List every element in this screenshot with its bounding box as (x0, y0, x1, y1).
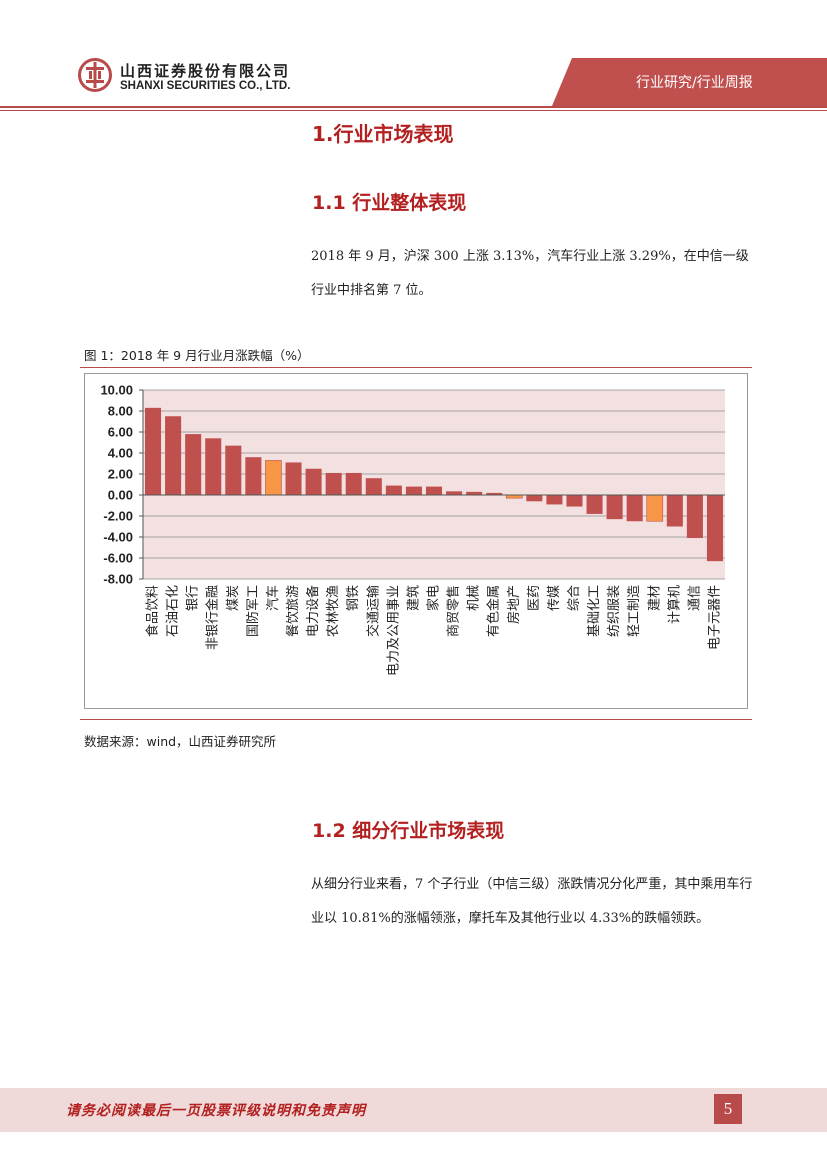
y-tick-label: 10.00 (100, 383, 133, 398)
bar-有色金属 (486, 492, 503, 495)
bar-电子元器件 (706, 495, 723, 562)
y-tick-label: -6.00 (103, 551, 133, 566)
x-tick-label: 汽车 (265, 585, 281, 611)
y-tick-label: -8.00 (103, 572, 133, 587)
bar-家电 (425, 486, 443, 495)
x-tick-label: 银行 (186, 585, 201, 611)
figure-rule-top (80, 367, 752, 368)
shanxi-securities-logo-icon (78, 58, 112, 92)
x-tick-label: 钢铁 (346, 585, 361, 611)
header-rule (0, 106, 827, 108)
bar-传媒 (546, 495, 563, 505)
x-tick-label: 农林牧渔 (326, 585, 341, 637)
bar-煤炭 (225, 445, 242, 495)
bar-交通运输 (365, 478, 382, 495)
x-tick-label: 家电 (426, 585, 442, 611)
bar-建材 (646, 494, 664, 522)
body-paragraph: 从细分行业来看，7 个子行业（中信三级）涨跌情况分化严重，其中乘用车行业以 10… (311, 877, 753, 926)
bar-建筑 (405, 486, 422, 495)
section-title: 1.行业市场表现 (312, 122, 454, 146)
bar-电力设备 (305, 468, 322, 495)
x-tick-label: 石油石化 (166, 585, 181, 637)
x-tick-label: 有色金属 (486, 585, 502, 637)
bar-农林牧渔 (325, 472, 342, 495)
body-paragraph: 2018 年 9 月，沪深 300 上涨 3.13%，汽车行业上涨 3.29%，… (311, 249, 749, 298)
header-band (552, 58, 827, 106)
subsection-title: 1.1 行业整体表现 (312, 192, 467, 214)
page-number: 5 (714, 1094, 742, 1124)
y-tick-label: 2.00 (108, 467, 133, 482)
figure-rule-bottom (80, 719, 752, 720)
x-tick-label: 国防军工 (245, 585, 261, 637)
header-rule-thin (0, 110, 827, 111)
bar-商贸零售 (446, 491, 463, 495)
figure-source: 数据来源：wind，山西证券研究所 (84, 734, 277, 749)
x-tick-label: 餐饮旅游 (285, 585, 301, 637)
company-name-cn: 山西证券股份有限公司 (120, 62, 291, 80)
x-tick-label: 传媒 (547, 585, 562, 611)
x-tick-label: 机械 (467, 585, 482, 611)
chart-frame (84, 373, 748, 709)
y-tick-label: -4.00 (103, 530, 133, 545)
bar-汽车 (265, 460, 282, 496)
bar-餐饮旅游 (285, 462, 302, 495)
x-tick-label: 综合 (567, 585, 582, 611)
report-type-label: 行业研究/行业周报 (636, 75, 753, 91)
bar-国防军工 (245, 457, 262, 495)
x-tick-label: 电力及公用事业 (386, 585, 401, 676)
bar-石油石化 (165, 416, 182, 495)
bar-机械 (466, 491, 483, 495)
x-tick-label: 轻工制造 (627, 585, 642, 637)
x-tick-label: 通信 (687, 585, 702, 611)
footer-band (0, 1088, 827, 1132)
bar-基础化工 (586, 495, 603, 514)
bar-纺织服装 (606, 495, 623, 520)
y-tick-label: 4.00 (108, 446, 133, 461)
x-tick-label: 非银行金融 (205, 585, 221, 650)
x-tick-label: 建筑 (405, 585, 421, 611)
x-tick-label: 纺织服装 (607, 585, 622, 637)
x-tick-label: 建材 (647, 585, 662, 611)
x-tick-label: 商贸零售 (446, 585, 462, 637)
bar-电力及公用事业 (385, 485, 402, 495)
footer-disclaimer: 请务必阅读最后一页股票评级说明和免责声明 (66, 1103, 366, 1119)
bar-非银行金融 (205, 438, 222, 495)
bar-综合 (566, 495, 583, 507)
company-name-en: SHANXI SECURITIES CO., LTD. (120, 80, 291, 92)
y-axis-ticks: 10.00 8.00 6.00 4.00 2.00 0.00 -2.00 -4.00 -6.00… (100, 383, 143, 587)
bar-医药 (526, 495, 543, 502)
bar-chart: 10.00 8.00 6.00 4.00 2.00 0.00 -2.00 -4.00 -6.00… (100, 383, 725, 676)
x-tick-label: 煤炭 (226, 585, 241, 611)
y-tick-label: -2.00 (103, 509, 133, 524)
subsection-title: 1.2 细分行业市场表现 (312, 820, 505, 842)
x-tick-label: 电子元器件 (707, 585, 722, 650)
x-tick-label: 房地产 (506, 585, 522, 624)
y-tick-label: 8.00 (108, 404, 133, 419)
figure-caption: 图 1：2018 年 9 月行业月涨跌幅（%） (84, 348, 310, 363)
bar-食品饮料 (145, 407, 162, 495)
x-tick-label: 医药 (527, 585, 542, 611)
x-tick-label: 电力设备 (305, 585, 321, 637)
bar-钢铁 (345, 472, 362, 495)
bar-银行 (185, 434, 202, 495)
bar-计算机 (666, 495, 683, 527)
bars (145, 407, 723, 562)
x-tick-label: 计算机 (667, 585, 682, 624)
bar-轻工制造 (626, 495, 643, 522)
y-tick-label: 0.00 (108, 488, 133, 503)
x-tick-label: 交通运输 (365, 585, 381, 637)
x-tick-label: 食品饮料 (145, 585, 161, 637)
x-axis-labels: 食品饮料 石油石化 银行 非银行金融 煤炭 国防军工 汽车 餐饮旅游 电力设备 农林牧渔 钢铁 交通运… (145, 585, 723, 676)
bar-通信 (686, 495, 703, 539)
x-tick-label: 基础化工 (587, 585, 602, 637)
y-tick-label: 6.00 (108, 425, 133, 440)
